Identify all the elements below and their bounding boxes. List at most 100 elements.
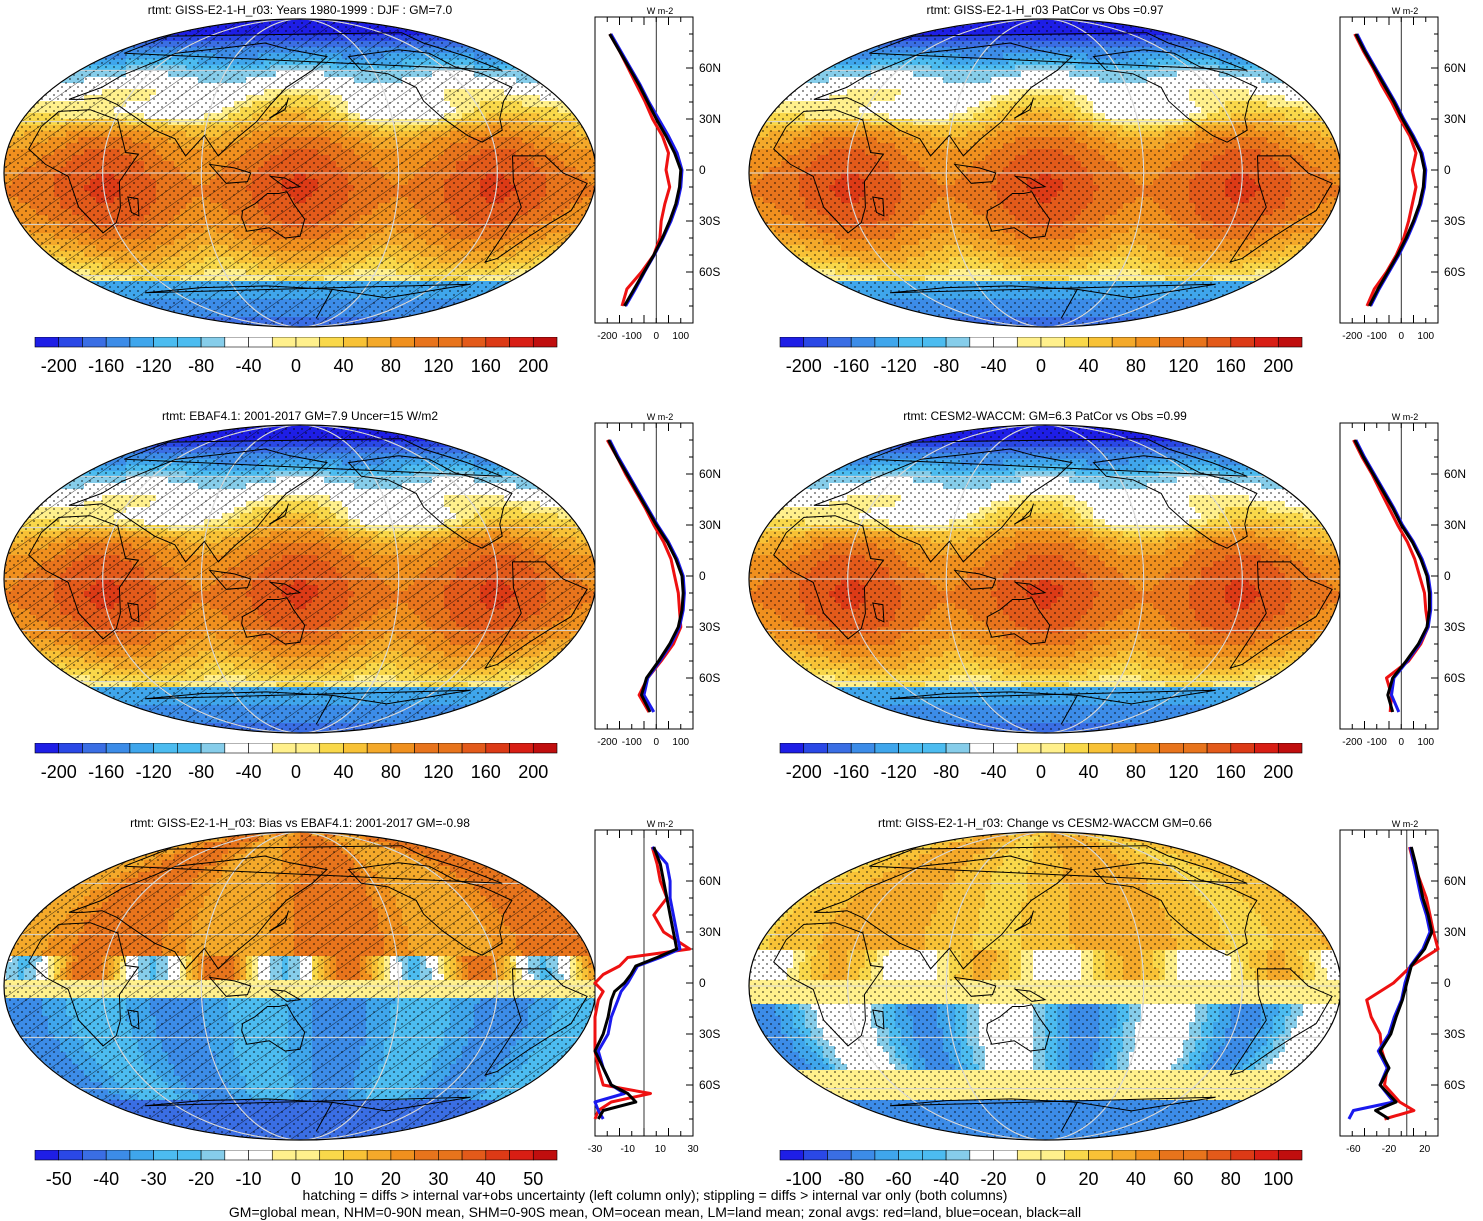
profile-lat-label: 30S bbox=[1444, 620, 1465, 634]
colorbar-swatch bbox=[58, 1150, 83, 1161]
colorbar-swatch bbox=[58, 743, 83, 754]
profile-lat-label: 30S bbox=[699, 620, 720, 634]
colorbar-swatch bbox=[438, 743, 463, 754]
graticule-lon bbox=[200, 19, 400, 327]
coastline bbox=[986, 597, 1051, 645]
colorbar-swatch bbox=[200, 337, 226, 348]
map-plot bbox=[748, 831, 1342, 1141]
colorbar-tick-label: -200 bbox=[786, 762, 822, 782]
colorbar-swatch bbox=[343, 743, 368, 754]
coastline bbox=[1229, 561, 1333, 669]
profile-x-label: 100 bbox=[1417, 737, 1434, 748]
profile-unit-label: W m-2 bbox=[647, 6, 674, 16]
coastline bbox=[953, 163, 997, 184]
graticule-lon bbox=[847, 19, 1243, 327]
zonal-profile: 60N 30N 0 30S 60S -200 -100 0 100 W m-2 bbox=[1339, 6, 1466, 342]
coastline bbox=[208, 163, 252, 184]
profile-lat-label: 30N bbox=[1444, 518, 1466, 532]
colorbar-tick-label: 200 bbox=[1263, 356, 1293, 376]
colorbar-swatch bbox=[271, 743, 297, 754]
colorbar-tick-label: 0 bbox=[1036, 762, 1046, 782]
panel-6: rtmt: GISS-E2-1-H_r03: Change vs CESM2-W… bbox=[745, 813, 1483, 1189]
profile-x-label: -60 bbox=[1346, 1144, 1361, 1155]
graticule-lon bbox=[945, 19, 1145, 327]
colorbar-tick-label: -120 bbox=[136, 762, 172, 782]
profile-lat-label: 60N bbox=[699, 467, 721, 481]
colorbar-tick-label: 60 bbox=[1173, 1169, 1193, 1189]
coastline bbox=[347, 862, 513, 956]
coastline bbox=[1229, 155, 1333, 263]
profile-lat-label: 60N bbox=[1444, 61, 1466, 75]
coastline bbox=[1013, 988, 1047, 1002]
coastline bbox=[869, 845, 1248, 884]
coastline bbox=[813, 448, 1073, 563]
profile-lat-label: 0 bbox=[1444, 163, 1451, 177]
colorbar-tick-label: 200 bbox=[518, 356, 548, 376]
coastline bbox=[484, 561, 588, 669]
coastline bbox=[889, 1096, 1216, 1132]
colorbar-swatch bbox=[1254, 743, 1279, 754]
profile-line-all bbox=[607, 439, 685, 713]
profile-lat-label: 60N bbox=[1444, 874, 1466, 888]
colorbar-tick-label: 0 bbox=[1036, 1169, 1046, 1189]
colorbar-tick-label: 50 bbox=[523, 1169, 543, 1189]
panel-title: rtmt: CESM2-WACCM: GM=6.3 PatCor vs Obs … bbox=[745, 409, 1345, 423]
coastline bbox=[1092, 49, 1258, 143]
profile-x-label: -100 bbox=[1367, 331, 1387, 342]
colorbar-swatch bbox=[438, 1150, 463, 1161]
colorbar-swatch bbox=[509, 743, 534, 754]
coastline bbox=[953, 569, 997, 590]
colorbar-tick-label: 0 bbox=[1036, 356, 1046, 376]
colorbar-swatch bbox=[1135, 337, 1160, 348]
colorbar-swatch bbox=[1016, 743, 1042, 754]
colorbar-tick-label: 20 bbox=[1078, 1169, 1098, 1189]
colorbar-swatch bbox=[1159, 743, 1184, 754]
profile-line-all bbox=[1353, 439, 1431, 713]
colorbar-swatch bbox=[1040, 337, 1066, 348]
coastline bbox=[68, 42, 328, 157]
colorbar-tick-label: 160 bbox=[471, 356, 501, 376]
profile-x-label: -100 bbox=[1367, 737, 1387, 748]
colorbar-swatch bbox=[827, 337, 852, 348]
colorbar-tick-label: 0 bbox=[291, 1169, 301, 1189]
colorbar-tick-label: 40 bbox=[1078, 762, 1098, 782]
colorbar-swatch bbox=[1088, 743, 1113, 754]
colorbar-tick-label: 40 bbox=[333, 762, 353, 782]
colorbar-tick-label: 40 bbox=[1078, 356, 1098, 376]
coastline bbox=[1092, 455, 1258, 549]
colorbar-swatch bbox=[922, 1150, 947, 1161]
colorbar-swatch bbox=[1135, 1150, 1160, 1161]
coastline bbox=[773, 922, 885, 1047]
graticule-lon bbox=[102, 19, 498, 327]
coastline bbox=[124, 32, 503, 71]
colorbar-swatch bbox=[461, 743, 487, 754]
zonal-profile: 60N 30N 0 30S 60S -200 -100 0 100 W m-2 bbox=[594, 6, 721, 342]
zonal-profile: 60N 30N 0 30S 60S -200 -100 0 100 W m-2 bbox=[1339, 412, 1466, 748]
coastline bbox=[127, 196, 140, 217]
colorbar-swatch bbox=[874, 1150, 899, 1161]
profile-frame bbox=[594, 422, 694, 730]
profile-line-all bbox=[1354, 33, 1426, 307]
coastline bbox=[28, 109, 140, 234]
colorbar-swatch bbox=[1183, 337, 1208, 348]
colorbar-tick-label: 20 bbox=[381, 1169, 401, 1189]
colorbar-swatch bbox=[532, 337, 558, 348]
colorbar-tick-label: -100 bbox=[786, 1169, 822, 1189]
colorbar-tick-label: -160 bbox=[88, 762, 124, 782]
profile-lat-label: 60N bbox=[699, 61, 721, 75]
colorbar-swatch bbox=[343, 337, 368, 348]
colorbar-swatch bbox=[1111, 1150, 1137, 1161]
coastline bbox=[1014, 97, 1034, 119]
colorbar-tick-label: -200 bbox=[41, 762, 77, 782]
colorbar-swatch bbox=[1206, 337, 1232, 348]
coastline bbox=[1092, 862, 1258, 956]
profile-lat-label: 30N bbox=[1444, 112, 1466, 126]
profile-lat-label: 60S bbox=[1444, 671, 1465, 685]
colorbar-swatch bbox=[779, 743, 805, 754]
colorbar-swatch bbox=[850, 337, 876, 348]
colorbar: -50 -40 -30 -20 -10 0 10 20 30 40 50 bbox=[34, 1150, 558, 1189]
coastline bbox=[813, 42, 1073, 157]
map-plot bbox=[3, 831, 597, 1141]
profile-x-label: 20 bbox=[1419, 1144, 1431, 1155]
coastline bbox=[889, 283, 1216, 319]
